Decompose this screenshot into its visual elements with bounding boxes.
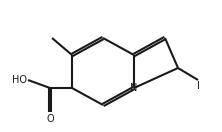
Text: O: O — [46, 114, 54, 124]
Text: N: N — [130, 83, 138, 93]
Text: I: I — [196, 81, 199, 91]
Text: HO: HO — [12, 75, 27, 85]
